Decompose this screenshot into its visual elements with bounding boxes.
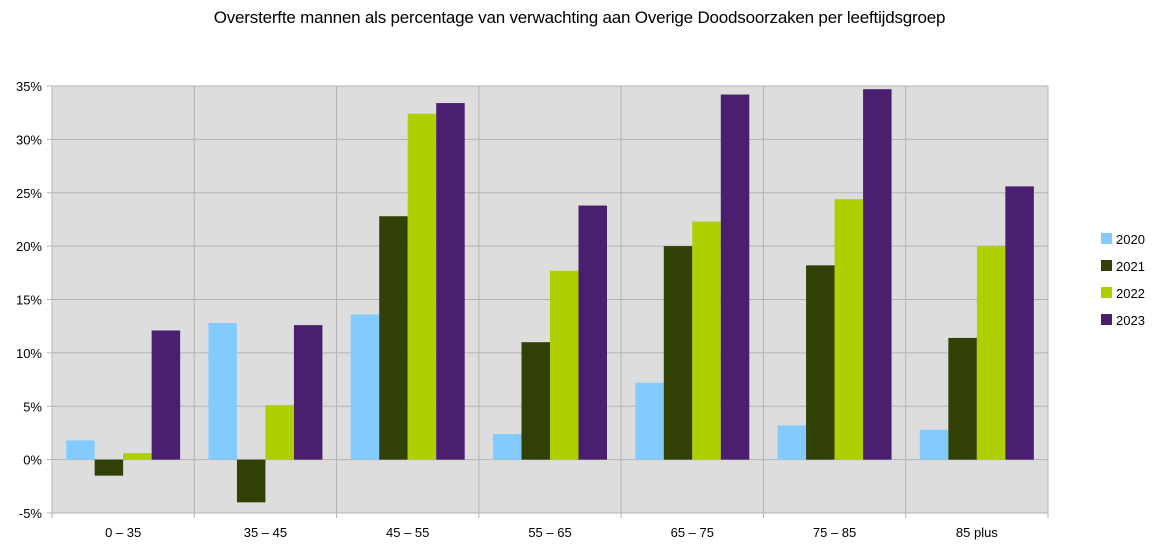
bar	[863, 89, 892, 460]
legend: 2020 2021 2022 2023	[1101, 232, 1145, 328]
y-tick-label: 15%	[16, 293, 42, 308]
bar	[635, 382, 664, 460]
legend-label: 2021	[1116, 259, 1145, 274]
bar	[236, 459, 266, 503]
y-tick-label: 25%	[16, 186, 42, 201]
bar	[663, 246, 693, 460]
bar	[66, 440, 95, 460]
bar	[976, 246, 1006, 460]
y-tick-label: 5%	[23, 399, 42, 414]
bar	[94, 459, 124, 476]
bar	[208, 322, 237, 460]
x-tick-label: 85 plus	[956, 525, 998, 540]
bar	[407, 113, 437, 460]
axes: -5% 0% 5% 10% 15% 20% 25% 30% 35% 0 – 35 35 – 45 45…	[16, 79, 1048, 540]
bar	[777, 425, 807, 460]
x-tick-label: 75 – 85	[813, 525, 856, 540]
bar	[123, 453, 152, 460]
bar	[948, 337, 977, 460]
legend-swatch	[1101, 233, 1112, 244]
y-tick-label: 0%	[23, 453, 42, 468]
bar	[550, 270, 579, 460]
bar	[919, 429, 949, 460]
chart-title: Oversterfte mannen als percentage van ve…	[213, 8, 946, 27]
bar	[578, 205, 607, 460]
bar	[436, 103, 465, 460]
bar	[265, 405, 294, 460]
bar	[806, 265, 835, 460]
legend-label: 2022	[1116, 286, 1145, 301]
bar	[151, 330, 181, 460]
x-tick-label: 45 – 55	[386, 525, 429, 540]
legend-swatch	[1101, 260, 1112, 271]
legend-swatch	[1101, 287, 1112, 298]
y-tick-label: -5%	[19, 506, 43, 521]
y-tick-label: 10%	[16, 346, 42, 361]
y-tick-label: 35%	[16, 79, 42, 94]
bar	[350, 314, 380, 460]
bar	[1005, 186, 1034, 460]
legend-label: 2023	[1116, 313, 1145, 328]
bar	[493, 434, 522, 460]
bar	[293, 325, 323, 460]
bars	[66, 89, 1034, 503]
y-tick-label: 20%	[16, 239, 42, 254]
bar	[379, 216, 408, 460]
x-tick-label: 0 – 35	[105, 525, 141, 540]
bar	[720, 94, 750, 460]
legend-label: 2020	[1116, 232, 1145, 247]
bar	[834, 199, 864, 460]
bar	[692, 221, 721, 460]
x-tick-label: 65 – 75	[671, 525, 714, 540]
bar	[521, 342, 550, 460]
x-tick-label: 35 – 45	[244, 525, 287, 540]
y-tick-label: 30%	[16, 132, 42, 147]
legend-swatch	[1101, 314, 1112, 325]
x-tick-label: 55 – 65	[528, 525, 571, 540]
